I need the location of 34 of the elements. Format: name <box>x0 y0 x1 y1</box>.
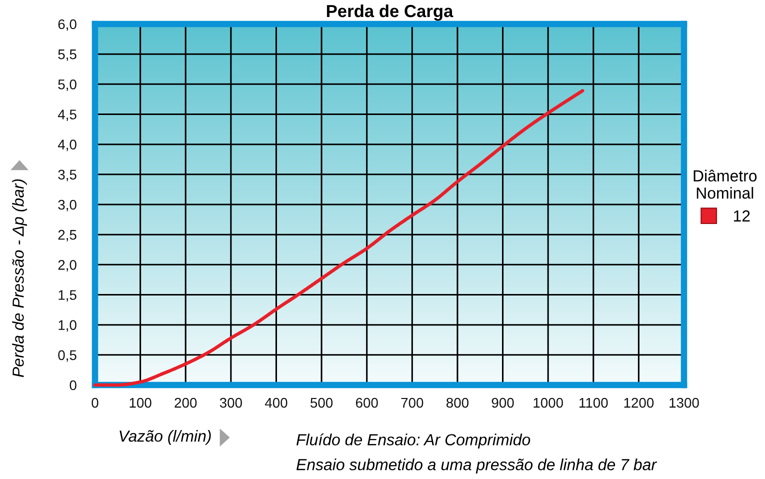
x-tick-label: 1300 <box>670 398 699 408</box>
y-tick-label: 5,0 <box>58 80 76 91</box>
x-tick-label: 500 <box>310 398 333 408</box>
legend-title: Diâmetro Nominal <box>694 170 757 199</box>
x-tick-label: 900 <box>492 398 514 408</box>
legend-label: 12 <box>734 210 750 222</box>
y-tick-label: 3,5 <box>58 170 76 182</box>
y-axis-title: Perda de Pressão - Δp (bar) <box>12 179 27 378</box>
y-tick-label: 6,0 <box>58 19 76 31</box>
x-tick-label: 0 <box>92 398 98 408</box>
x-tick-label: 100 <box>130 398 152 408</box>
y-tick-label: 4,0 <box>58 140 76 152</box>
chart-title: Perda de Carga <box>326 4 454 21</box>
text: Fluído de Ensaio: Ar Comprimido <box>296 433 530 449</box>
x-tick-label: 700 <box>401 398 424 408</box>
y-tick-label: 5,5 <box>58 50 76 61</box>
y-tick-label: 4,5 <box>58 110 76 122</box>
x-tick-label: 1100 <box>580 398 608 408</box>
x-tick-label: 1000 <box>534 398 563 408</box>
x-tick-label: 800 <box>446 398 469 408</box>
text: Ensaio submetido a uma pressão de linha de 7 bar <box>296 458 658 474</box>
y-tick-label: 2,0 <box>58 260 76 272</box>
x-axis-title: Vazão (l/min) <box>120 430 211 445</box>
y-tick-label: 0 <box>70 380 76 390</box>
y-tick-label: 0,5 <box>58 350 76 362</box>
x-tick-label: 400 <box>264 398 288 408</box>
x-tick-label: 300 <box>220 398 242 408</box>
y-tick-label: 2,5 <box>58 230 76 242</box>
x-tick-label: 1200 <box>624 398 654 408</box>
y-tick-label: 3,0 <box>58 200 76 212</box>
x-tick-label: 200 <box>174 398 197 408</box>
y-tick-label: 1,5 <box>58 290 76 302</box>
x-tick-label: 600 <box>356 398 378 408</box>
y-tick-label: 1,0 <box>58 320 76 332</box>
